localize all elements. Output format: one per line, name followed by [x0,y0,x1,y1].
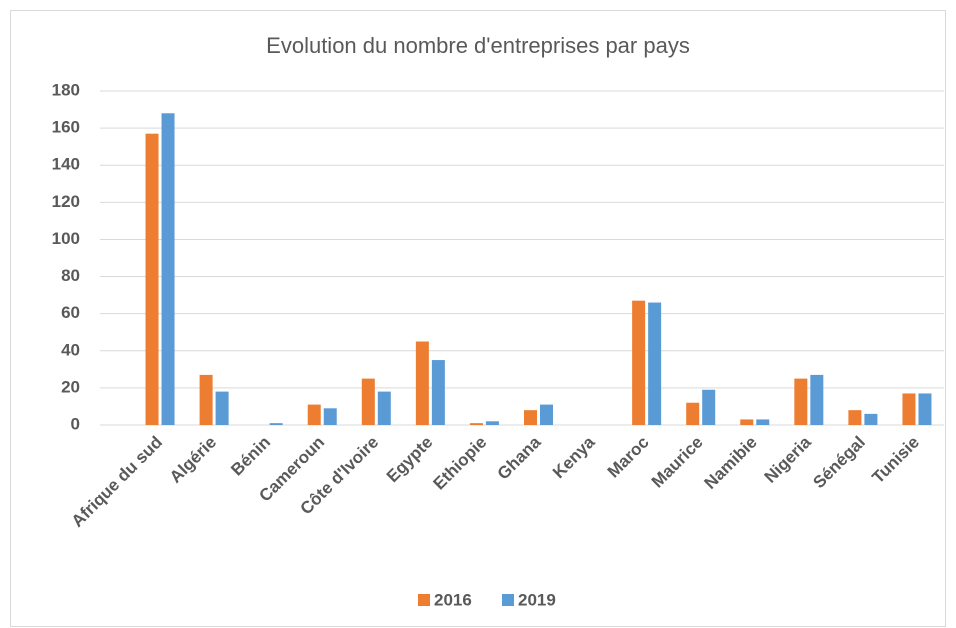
bar [810,374,824,425]
bar [848,410,862,425]
y-tick-label: 100 [52,229,80,248]
bar [740,419,754,425]
legend-swatch [502,594,514,606]
bar [485,421,499,425]
y-tick-label: 40 [61,340,80,359]
bar [756,419,770,425]
bar [702,389,716,425]
y-tick-label: 60 [61,303,80,322]
y-tick-label: 80 [61,266,80,285]
bar [377,391,391,425]
y-tick-label: 140 [52,155,80,174]
bar [794,378,808,425]
bar [361,378,375,425]
y-tick-label: 0 [71,414,80,433]
bar [902,393,916,425]
bar [632,300,646,425]
y-tick-label: 160 [52,118,80,137]
legend-swatch [418,594,430,606]
bar [269,423,283,425]
bar [864,413,878,425]
bar [323,408,337,425]
bar [648,302,662,425]
bar [199,374,213,425]
bar [686,402,700,425]
chart-title: Evolution du nombre d'entreprises par pa… [266,33,690,58]
legend-label: 2016 [434,590,472,609]
legend-label: 2019 [518,590,556,609]
y-tick-label: 20 [61,377,80,396]
bar [540,404,553,425]
bar [161,113,175,426]
bar [469,423,483,425]
bar [415,341,429,425]
y-tick-label: 180 [52,80,80,99]
bar [145,133,159,425]
bar [524,410,537,425]
bar [431,360,445,425]
y-tick-label: 120 [52,192,80,211]
bar [918,393,932,425]
bar [307,404,321,425]
bar [215,391,229,425]
